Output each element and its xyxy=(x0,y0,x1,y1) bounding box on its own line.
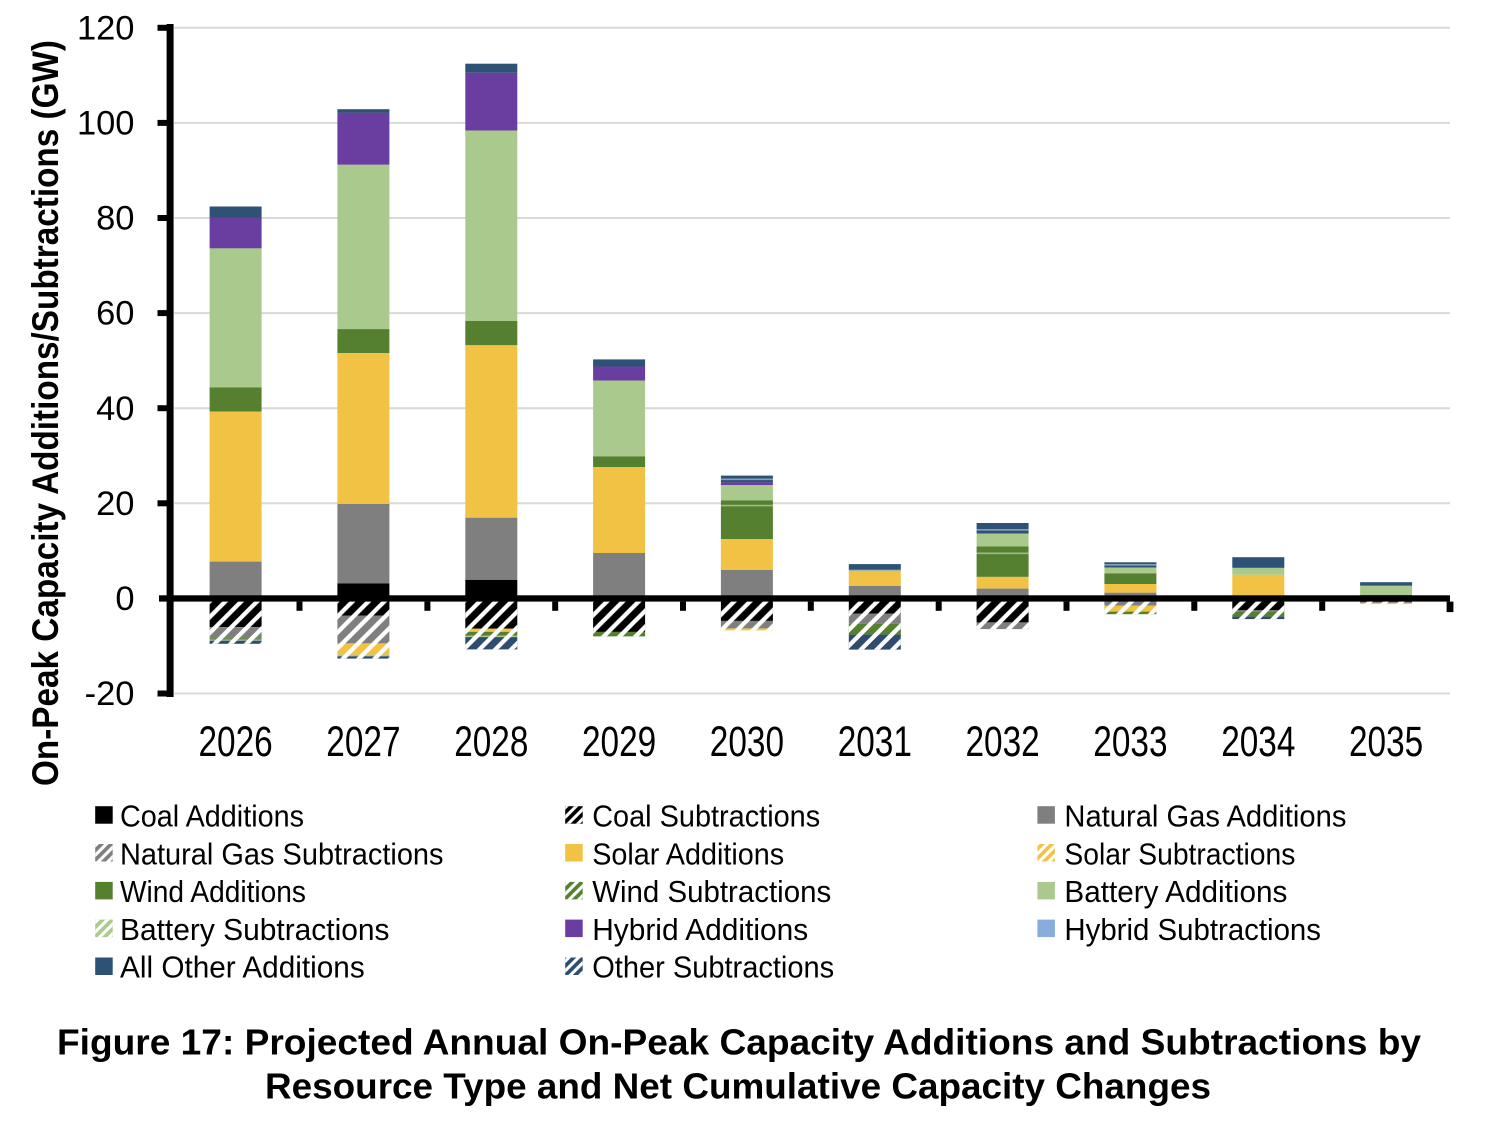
svg-text:Hybrid Subtractions: Hybrid Subtractions xyxy=(1064,912,1321,947)
svg-text:60: 60 xyxy=(96,295,134,333)
svg-text:Battery Additions: Battery Additions xyxy=(1064,874,1287,909)
svg-text:80: 80 xyxy=(96,200,134,238)
svg-text:On-Peak Capacity Additions/Sub: On-Peak Capacity Additions/Subtractions … xyxy=(25,40,66,786)
svg-text:Coal Subtractions: Coal Subtractions xyxy=(592,799,820,834)
svg-text:Solar Additions: Solar Additions xyxy=(592,836,784,871)
svg-text:2027: 2027 xyxy=(326,719,400,766)
svg-text:Wind Additions: Wind Additions xyxy=(120,874,306,909)
svg-text:Battery Subtractions: Battery Subtractions xyxy=(120,912,390,947)
svg-text:Natural Gas Subtractions: Natural Gas Subtractions xyxy=(120,836,444,871)
svg-text:-20: -20 xyxy=(85,675,135,713)
svg-text:Wind Subtractions: Wind Subtractions xyxy=(592,874,831,909)
svg-text:2031: 2031 xyxy=(838,719,912,766)
svg-text:Other Subtractions: Other Subtractions xyxy=(592,950,834,985)
svg-text:40: 40 xyxy=(96,390,134,428)
svg-text:Natural Gas Additions: Natural Gas Additions xyxy=(1064,799,1346,834)
svg-text:Figure 17: Projected Annual On: Figure 17: Projected Annual On-Peak Capa… xyxy=(57,1022,1421,1063)
svg-text:100: 100 xyxy=(77,105,135,143)
svg-text:2032: 2032 xyxy=(966,719,1040,766)
svg-text:0: 0 xyxy=(115,580,134,618)
svg-text:Solar Subtractions: Solar Subtractions xyxy=(1064,836,1295,871)
svg-text:2028: 2028 xyxy=(454,719,528,766)
svg-text:2033: 2033 xyxy=(1093,719,1167,766)
svg-text:2030: 2030 xyxy=(710,719,784,766)
svg-text:Coal Additions: Coal Additions xyxy=(120,799,304,834)
svg-text:2026: 2026 xyxy=(199,719,273,766)
svg-text:All Other Additions: All Other Additions xyxy=(120,950,365,985)
svg-text:120: 120 xyxy=(77,9,135,47)
svg-text:2035: 2035 xyxy=(1349,719,1423,766)
svg-text:Hybrid Additions: Hybrid Additions xyxy=(592,912,808,947)
svg-text:2029: 2029 xyxy=(582,719,656,766)
svg-text:Resource Type and Net Cumulati: Resource Type and Net Cumulative Capacit… xyxy=(265,1066,1211,1107)
svg-text:2034: 2034 xyxy=(1221,719,1295,766)
svg-text:20: 20 xyxy=(96,485,134,523)
